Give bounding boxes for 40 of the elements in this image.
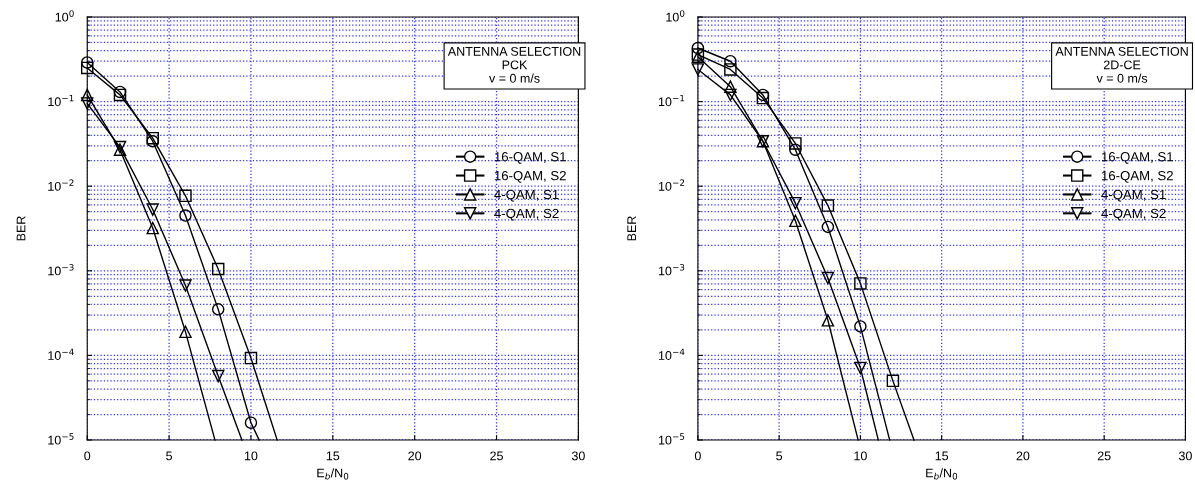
- x-tick-label: 20: [1016, 451, 1030, 461]
- legend-label: 4-QAM, S2: [1101, 208, 1166, 221]
- annotation: ANTENNA SELECTION PCK v = 0 m/s: [447, 46, 581, 83]
- x-tick-label: 15: [326, 451, 340, 461]
- x-axis-title: E$_{b}$/N$_{0}$: [317, 468, 349, 480]
- x-tick-label: 30: [1178, 451, 1192, 461]
- y-axis-title: BER: [627, 216, 636, 241]
- legend-label: 4-QAM, S1: [494, 189, 559, 202]
- x-tick-label: 10: [854, 451, 867, 461]
- x-tick-label: 0: [694, 451, 701, 461]
- y-tick-label: 10$^{−5}$: [48, 433, 74, 445]
- x-tick-label: 5: [776, 451, 783, 461]
- y-tick-label: 10$^{−5}$: [658, 433, 685, 445]
- legend-label: 16-QAM, S1: [1101, 152, 1173, 164]
- y-tick-label: 10$^{−1}$: [48, 94, 74, 107]
- legend-label: 4-QAM, S2: [494, 208, 559, 221]
- y-tick-label: 10$^{−4}$: [658, 348, 685, 360]
- y-tick-label: 10$^{−4}$: [48, 348, 74, 360]
- x-tick-label: 20: [408, 451, 422, 461]
- x-tick-label: 0: [84, 451, 91, 461]
- y-axis-title: BER: [16, 216, 26, 241]
- legend-label: 16-QAM, S1: [494, 152, 566, 164]
- x-tick-label: 10: [244, 451, 258, 461]
- y-tick-label: 10$^{0}$: [666, 10, 685, 22]
- y-tick-label: 10$^{−3}$: [658, 263, 685, 276]
- y-tick-label: 10$^{0}$: [55, 10, 74, 22]
- x-axis-title: E$_{b}$/N$_{0}$: [926, 468, 958, 480]
- y-tick-label: 10$^{−2}$: [48, 179, 74, 191]
- x-tick-label: 15: [935, 451, 949, 461]
- x-tick-label: 25: [490, 451, 503, 461]
- legend-label: 16-QAM, S2: [494, 170, 566, 183]
- x-tick-label: 30: [571, 451, 585, 461]
- x-tick-label: 5: [166, 451, 173, 461]
- annotation: ANTENNA SELECTION 2D-CE v = 0 m/s: [1055, 46, 1188, 83]
- legend-label: 4-QAM, S1: [1101, 189, 1166, 202]
- x-tick-label: 25: [1097, 451, 1111, 461]
- y-tick-label: 10$^{−3}$: [48, 263, 74, 276]
- y-tick-label: 10$^{−2}$: [658, 179, 685, 191]
- y-tick-label: 10$^{−1}$: [658, 94, 685, 107]
- legend-label: 16-QAM, S2: [1101, 170, 1173, 183]
